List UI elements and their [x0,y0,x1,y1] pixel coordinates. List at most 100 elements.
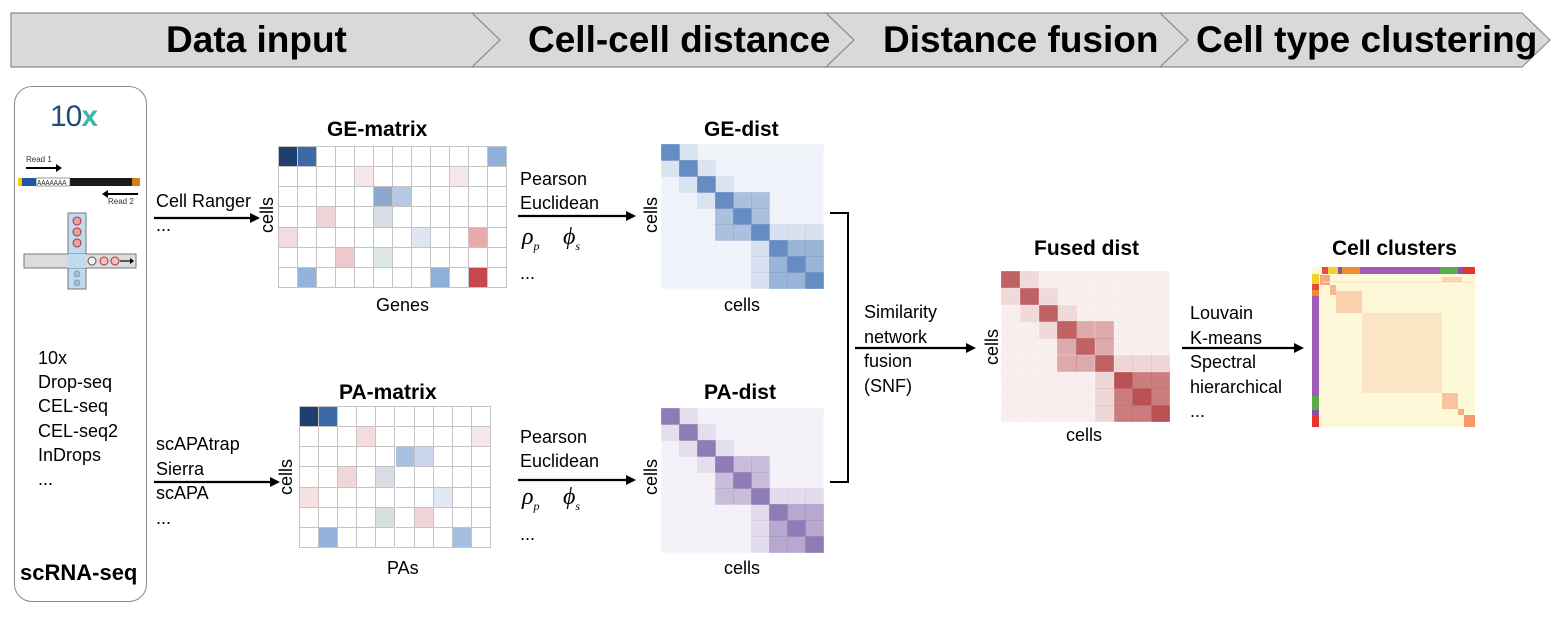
heatmap-cell [805,160,824,177]
heatmap-cell [733,192,752,209]
matrix-cell [450,207,469,228]
heatmap-cell [697,520,716,537]
protocol-item: ... [38,469,54,490]
heatmap-cell [751,240,770,257]
heatmap-cell [697,472,716,489]
matrix-cell [471,527,491,548]
heatmap-cell [805,440,824,457]
heatmap-cell [1057,354,1077,373]
heatmap-cell [697,224,716,241]
heatmap-cell [733,440,752,457]
heatmap-cell [1057,371,1077,389]
matrix-cell [488,207,507,228]
matrix-cell [450,267,469,288]
matrix-cell [355,267,374,288]
ge-matrix-title: GE-matrix [327,118,428,141]
heatmap-cell [751,160,770,177]
heatmap-cell [1057,321,1077,339]
heatmap-cell [751,456,770,473]
matrix-cell [338,507,358,528]
matrix-cell [452,407,472,428]
method-pearson: Pearson [520,169,588,189]
heatmap-cell [679,256,698,273]
ge-methods-more: ... [520,263,536,283]
matrix-cell [471,467,491,488]
method-pearson: Pearson [520,427,588,447]
heatmap-cell [697,456,716,473]
matrix-cell [471,507,491,528]
matrix-cell [317,247,336,268]
heatmap-cell [1076,354,1096,373]
heatmap-cell [1001,388,1021,406]
protocol-item: CEL-seq [38,396,109,417]
heatmap-cell [661,472,680,489]
cluster-method-line: K-means [1190,327,1263,348]
heatmap-cell [1094,287,1115,306]
matrix-cell [355,167,374,188]
matrix-cell [279,187,298,208]
heatmap-cell [787,520,806,537]
heatmap-cell [1151,388,1171,406]
matrix-cell [488,247,507,268]
matrix-cell [319,527,339,548]
pa-dist-xlabel: cells [724,558,761,578]
heatmap-cell [715,144,734,161]
heatmap-cell [733,488,752,505]
ge-tool-item: ... [156,215,172,235]
matrix-cell [298,247,317,268]
scrna-seq-caption: scRNA-seq [20,560,138,585]
matrix-cell [338,407,358,428]
heatmap-cell [697,192,716,209]
heatmap-cell [715,488,734,505]
heatmap-cell [733,472,752,489]
ge-distance-methods: Pearson Euclidean [520,167,599,215]
heatmap-cell [751,256,770,273]
heatmap-cell [1057,388,1077,406]
fusion-method-line: fusion [864,351,913,371]
heatmap-cell [1001,354,1021,373]
heatmap-cell [1113,287,1133,306]
heatmap-cell [1151,271,1171,289]
matrix-cell [433,507,453,528]
matrix-cell [376,487,396,508]
matrix-cell [357,447,377,468]
matrix-cell [393,167,412,188]
heatmap-cell [805,176,824,193]
heatmap-cell [787,208,806,225]
matrix-cell [376,527,396,548]
heatmap-cell [769,424,788,441]
matrix-cell [395,447,415,468]
matrix-cell [338,487,358,508]
heatmap-cell [697,408,716,425]
heatmap-cell [1019,287,1040,306]
heatmap-cell [787,440,806,457]
matrix-cell [471,447,491,468]
heatmap-cell [805,272,824,289]
matrix-cell [412,227,431,248]
pa-tool-item: Sierra [156,458,205,479]
heatmap-cell [697,424,716,441]
matrix-cell [279,167,298,188]
heatmap-cell [679,192,698,209]
pa-distance-methods: Pearson Euclidean [520,425,599,473]
matrix-cell [374,167,393,188]
matrix-cell [471,407,491,428]
matrix-cell [471,487,491,508]
matrix-cell [357,427,377,448]
heatmap-cell [769,504,788,521]
matrix-cell [414,527,434,548]
heatmap-cell [1151,405,1171,423]
heatmap-cell [805,456,824,473]
matrix-cell [433,447,453,468]
heatmap-cell [715,176,734,193]
heatmap-cell [805,224,824,241]
heatmap-cell [697,176,716,193]
heatmap-cell [1076,371,1096,389]
matrix-cell [357,527,377,548]
heatmap-cell [733,536,752,553]
matrix-cell [300,527,320,548]
protocol-list: 10x Drop-seq CEL-seq CEL-seq2 InDrops ..… [38,346,118,491]
heatmap-cell [1019,304,1040,322]
heatmap-cell [1132,371,1152,389]
heatmap-cell [805,520,824,537]
